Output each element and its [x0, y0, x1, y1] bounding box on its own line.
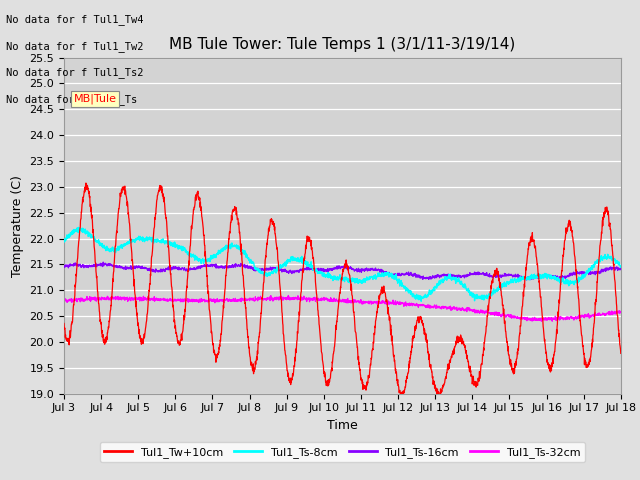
Title: MB Tule Tower: Tule Temps 1 (3/1/11-3/19/14): MB Tule Tower: Tule Temps 1 (3/1/11-3/19… [169, 37, 516, 52]
Text: No data for f Tul1_Ts2: No data for f Tul1_Ts2 [6, 67, 144, 78]
Text: No data for f Tul1_Tw4: No data for f Tul1_Tw4 [6, 14, 144, 25]
X-axis label: Time: Time [327, 419, 358, 432]
Text: No data for f_Tul1_Ts: No data for f_Tul1_Ts [6, 94, 138, 105]
Text: MB|Tule: MB|Tule [74, 94, 116, 104]
Y-axis label: Temperature (C): Temperature (C) [11, 175, 24, 276]
Legend: Tul1_Tw+10cm, Tul1_Ts-8cm, Tul1_Ts-16cm, Tul1_Ts-32cm: Tul1_Tw+10cm, Tul1_Ts-8cm, Tul1_Ts-16cm,… [100, 442, 585, 462]
Text: No data for f Tul1_Tw2: No data for f Tul1_Tw2 [6, 41, 144, 52]
